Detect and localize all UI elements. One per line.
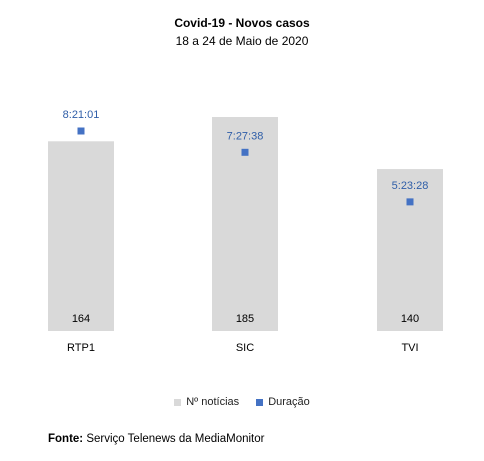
category-label: TVI (401, 342, 418, 354)
bar-tvi (377, 169, 443, 331)
category-label: SIC (236, 342, 254, 354)
duration-marker-rtp1 (77, 127, 85, 135)
bar-rtp1 (48, 141, 114, 331)
legend-swatch-noticias (174, 398, 182, 406)
bar-value-label: 185 (236, 313, 254, 325)
bar-value-label: 164 (72, 313, 90, 325)
chart-title: Covid-19 - Novos casos (174, 16, 310, 30)
legend-swatch-duracao (256, 398, 264, 406)
bar-value-label: 140 (401, 313, 419, 325)
source-label: Fonte: (48, 433, 84, 445)
legend-item-duracao: Duração (256, 396, 310, 408)
duration-label: 5:23:28 (392, 180, 429, 192)
chart-legend: Nº notícias Duração (0, 396, 484, 409)
source-note: Fonte: Serviço Telenews da MediaMonitor (48, 433, 264, 445)
chart-subtitle: 18 a 24 de Maio de 2020 (175, 34, 309, 48)
source-text: Serviço Telenews da MediaMonitor (86, 433, 265, 445)
legend-item-noticias: Nº notícias (174, 396, 239, 408)
chart-plot: 164 8:21:01 RTP1 185 7:27:38 SIC 140 5:23:28 TVI (48, 109, 443, 354)
duration-label: 7:27:38 (227, 130, 264, 142)
category-label: RTP1 (67, 342, 95, 354)
duration-marker-sic (241, 148, 249, 156)
legend-label-noticias: Nº notícias (186, 396, 240, 408)
legend-label-duracao: Duração (268, 396, 310, 408)
duration-marker-tvi (406, 198, 414, 206)
duration-label: 8:21:01 (63, 109, 100, 121)
